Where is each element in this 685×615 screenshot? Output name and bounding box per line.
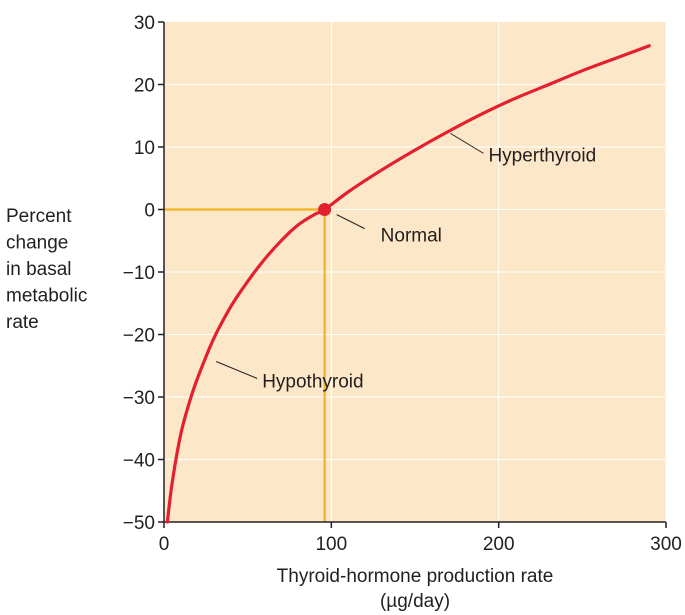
x-axis-ticks: 0 100 200 300 (159, 522, 682, 555)
annotation-leader (336, 214, 365, 230)
y-axis-label: Percent change in basal metabolic rate (6, 206, 87, 333)
annotations: Hyperthyroid Normal Hypothyroid (216, 132, 596, 393)
x-tick-label: 0 (159, 534, 170, 555)
y-tick-label: −50 (123, 513, 155, 534)
y-tick-label: 30 (134, 13, 155, 34)
y-axis-label-line: rate (6, 312, 39, 333)
y-tick-label: 0 (144, 201, 155, 222)
annotation-label: Normal (381, 226, 442, 247)
annotation-label: Hypothyroid (262, 372, 363, 393)
annotation-label: Hyperthyroid (488, 145, 596, 166)
x-axis-label-line: (µg/day) (380, 591, 450, 612)
x-tick-label: 100 (315, 534, 347, 555)
reference-lines (164, 208, 326, 522)
series-line (165, 44, 651, 524)
x-axis-label: Thyroid-hormone production rate (µg/day) (277, 566, 554, 612)
y-tick-label: −20 (123, 326, 155, 347)
y-axis-label-line: Percent (6, 206, 72, 227)
y-axis-label-line: change (6, 233, 68, 254)
y-axis-label-line: metabolic (6, 286, 87, 307)
annotation-leader (216, 361, 258, 379)
x-tick-label: 300 (650, 534, 682, 555)
series-group (165, 44, 651, 524)
y-axis-label-line: in basal (6, 259, 72, 280)
y-tick-label: −10 (123, 263, 155, 284)
x-axis-label-line: Thyroid-hormone production rate (277, 566, 554, 587)
annotation-leader (450, 132, 484, 154)
y-tick-label: −40 (123, 451, 155, 472)
y-tick-label: 20 (134, 76, 155, 97)
y-tick-label: −30 (123, 388, 155, 409)
y-tick-label: 10 (134, 138, 155, 159)
y-axis-ticks: 30 20 10 0 −10 −20 −30 −40 −50 (123, 13, 164, 534)
x-tick-label: 200 (483, 534, 515, 555)
normal-point-marker (318, 203, 332, 216)
